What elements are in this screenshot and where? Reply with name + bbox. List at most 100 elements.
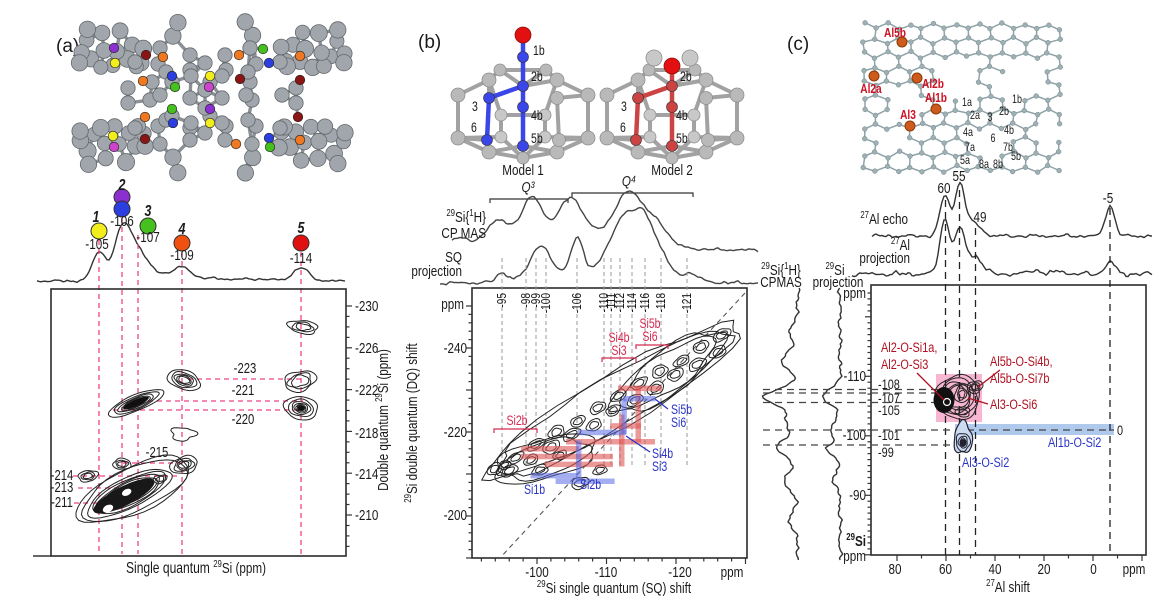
svg-text:Al5b-O-Si4b,: Al5b-O-Si4b, <box>990 354 1052 370</box>
svg-text:-200: -200 <box>444 507 467 524</box>
svg-text:ppm: ppm <box>721 564 744 581</box>
svg-text:60: 60 <box>937 180 950 197</box>
svg-text:-110: -110 <box>595 564 618 581</box>
svg-text:Double quantum 29Si (ppm): Double quantum 29Si (ppm) <box>373 349 391 491</box>
svg-text:ppm: ppm <box>843 548 866 565</box>
svg-text:Al3-O-Si2: Al3-O-Si2 <box>962 455 1009 471</box>
svg-text:20: 20 <box>1037 561 1050 578</box>
svg-text:4: 4 <box>178 221 186 239</box>
svg-text:Q⁴: Q⁴ <box>622 173 636 190</box>
svg-text:Al3-O-Si6: Al3-O-Si6 <box>990 397 1037 413</box>
svg-text:-220: -220 <box>232 411 255 428</box>
svg-text:-99: -99 <box>878 445 894 461</box>
svg-text:Al2-O-Si1a,: Al2-O-Si1a, <box>881 340 937 356</box>
svg-text:4b: 4b <box>531 108 543 124</box>
svg-text:5: 5 <box>298 220 306 238</box>
svg-text:Si3: Si3 <box>611 343 626 359</box>
svg-text:0: 0 <box>1117 423 1123 439</box>
svg-text:2b: 2b <box>680 69 692 85</box>
svg-text:4b: 4b <box>1004 125 1014 137</box>
svg-text:Model 1: Model 1 <box>502 162 544 179</box>
svg-text:-215: -215 <box>146 444 169 461</box>
svg-text:5b: 5b <box>531 131 543 147</box>
svg-text:-105: -105 <box>85 236 108 253</box>
svg-text:Al5b: Al5b <box>884 26 906 40</box>
svg-text:Al5b-O-Si7b: Al5b-O-Si7b <box>990 371 1049 387</box>
svg-text:Model 2: Model 2 <box>651 162 693 179</box>
svg-text:6: 6 <box>471 120 477 136</box>
svg-text:5b: 5b <box>1011 151 1021 163</box>
svg-text:-5: -5 <box>1103 190 1113 207</box>
svg-text:-106: -106 <box>570 293 584 313</box>
svg-text:49: 49 <box>973 209 986 226</box>
svg-text:55: 55 <box>952 168 965 185</box>
svg-text:8b: 8b <box>993 159 1003 171</box>
svg-text:Al2-O-Si3: Al2-O-Si3 <box>881 357 928 373</box>
svg-text:-118: -118 <box>654 293 668 313</box>
svg-text:2b: 2b <box>531 69 543 85</box>
svg-text:-110: -110 <box>843 368 866 385</box>
svg-text:80: 80 <box>888 561 901 578</box>
svg-text:-121: -121 <box>680 293 694 313</box>
svg-text:5a: 5a <box>960 155 970 167</box>
svg-text:-211: -211 <box>51 494 73 511</box>
svg-text:2: 2 <box>118 177 126 195</box>
svg-text:ppm: ppm <box>441 296 464 313</box>
svg-text:3: 3 <box>621 99 627 115</box>
svg-text:-116: -116 <box>638 293 652 313</box>
svg-text:-114: -114 <box>290 250 313 267</box>
svg-text:-221: -221 <box>232 382 255 399</box>
svg-text:-106: -106 <box>110 213 133 230</box>
svg-text:3: 3 <box>145 203 152 221</box>
svg-text:CPMAS: CPMAS <box>760 274 802 291</box>
svg-text:projection: projection <box>859 250 910 267</box>
svg-text:Al2a: Al2a <box>860 82 882 96</box>
svg-text:-100: -100 <box>539 293 553 314</box>
svg-text:1a: 1a <box>962 97 972 109</box>
svg-text:-223: -223 <box>234 360 257 377</box>
svg-text:1: 1 <box>93 209 100 227</box>
svg-text:Si2b: Si2b <box>506 413 527 429</box>
svg-text:3: 3 <box>472 99 478 115</box>
svg-text:3: 3 <box>988 112 993 124</box>
svg-text:ppm: ppm <box>1123 561 1146 578</box>
svg-text:(b): (b) <box>418 32 441 53</box>
svg-text:-240: -240 <box>444 340 467 357</box>
svg-text:0: 0 <box>1090 561 1097 578</box>
svg-text:projection: projection <box>411 263 462 280</box>
svg-text:-120: -120 <box>668 564 691 581</box>
svg-text:40: 40 <box>988 561 1001 578</box>
svg-text:6: 6 <box>991 133 996 145</box>
svg-text:-230: -230 <box>355 298 378 315</box>
svg-text:-220: -220 <box>444 424 467 441</box>
svg-text:CP MAS: CP MAS <box>441 225 486 242</box>
svg-text:Al1b-O-Si2: Al1b-O-Si2 <box>1048 435 1101 451</box>
svg-text:1b: 1b <box>1012 94 1022 106</box>
svg-text:2b: 2b <box>999 106 1009 118</box>
svg-text:1b: 1b <box>533 43 545 59</box>
svg-text:Si6: Si6 <box>642 329 657 345</box>
svg-text:4a: 4a <box>963 127 973 139</box>
svg-text:Al1b: Al1b <box>925 91 947 105</box>
svg-text:Si2b: Si2b <box>580 477 601 493</box>
svg-text:Q³: Q³ <box>522 179 535 196</box>
svg-text:2a: 2a <box>970 110 980 122</box>
svg-text:Al2b: Al2b <box>922 77 944 91</box>
svg-text:ppm: ppm <box>843 285 866 302</box>
svg-text:7a: 7a <box>965 142 975 154</box>
svg-text:8a: 8a <box>979 159 989 171</box>
svg-text:29Si single quantum (SQ) shift: 29Si single quantum (SQ) shift <box>537 578 691 596</box>
svg-text:-210: -210 <box>355 507 378 524</box>
svg-text:6: 6 <box>620 120 626 136</box>
svg-text:-105: -105 <box>878 403 900 419</box>
svg-text:-95: -95 <box>495 293 509 308</box>
svg-text:Single quantum 29Si (ppm): Single quantum 29Si (ppm) <box>126 558 266 576</box>
svg-text:Si1b: Si1b <box>524 482 545 498</box>
svg-text:Al3: Al3 <box>900 108 916 122</box>
svg-text:Si3: Si3 <box>652 459 667 475</box>
svg-text:-90: -90 <box>849 487 866 504</box>
svg-text:4b: 4b <box>676 108 688 124</box>
svg-text:-107: -107 <box>136 229 159 246</box>
svg-text:Si6: Si6 <box>671 415 686 431</box>
svg-text:(c): (c) <box>787 34 809 55</box>
